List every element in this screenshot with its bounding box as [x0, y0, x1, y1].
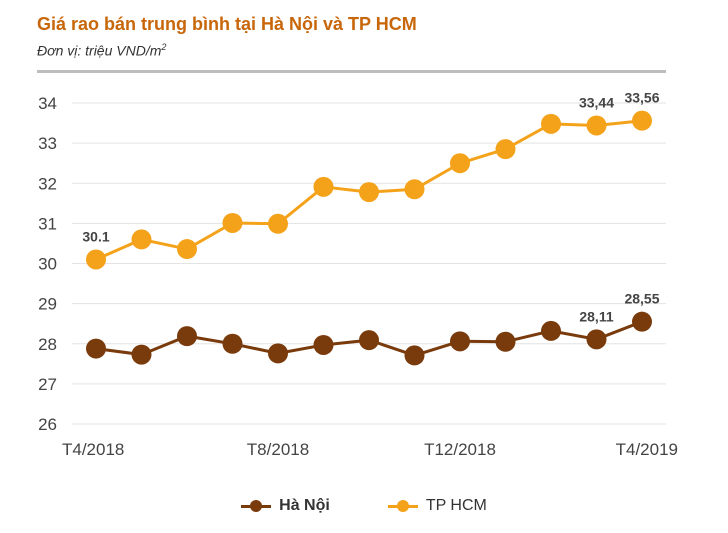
point-ha-noi-0 [86, 338, 106, 359]
y-tick-label-28: 28 [38, 335, 57, 354]
legend-swatch-tp-hcm [387, 499, 418, 513]
data-label-ha-noi-12: 28,55 [624, 291, 659, 307]
point-ha-noi-2 [177, 326, 197, 347]
point-ha-noi-8 [450, 331, 470, 352]
point-ha-noi-1 [131, 344, 152, 365]
point-tp-hcm-11 [586, 115, 607, 136]
point-ha-noi-9 [495, 331, 516, 352]
y-tick-label-32: 32 [38, 174, 57, 193]
legend-item-ha-noi: Hà Nội [241, 497, 330, 515]
point-tp-hcm-10 [541, 113, 561, 134]
point-ha-noi-6 [359, 330, 379, 351]
point-tp-hcm-0 [86, 249, 106, 270]
point-ha-noi-5 [313, 334, 334, 355]
point-tp-hcm-1 [131, 229, 152, 250]
chart-legend: Hà Nội TP HCM [0, 497, 728, 515]
point-ha-noi-12 [632, 311, 652, 332]
y-tick-label-27: 27 [38, 375, 57, 394]
point-tp-hcm-9 [495, 139, 516, 160]
x-tick-label-T8-2018: T8/2018 [247, 440, 309, 459]
point-tp-hcm-5 [313, 176, 334, 197]
point-tp-hcm-8 [450, 153, 470, 174]
y-tick-label-29: 29 [38, 295, 57, 314]
y-tick-label-30: 30 [38, 255, 57, 274]
point-tp-hcm-2 [177, 239, 197, 260]
point-tp-hcm-6 [359, 182, 379, 203]
data-label-tp-hcm-12: 33,56 [624, 90, 659, 106]
legend-label-tp-hcm: TP HCM [425, 497, 487, 514]
subtitle-text: Đơn vị: triệu VND/m [37, 42, 162, 59]
point-ha-noi-7 [404, 345, 425, 366]
legend-swatch-ha-noi [241, 499, 272, 513]
x-tick-label-T4-2018: T4/2018 [62, 440, 124, 459]
x-tick-label-T4-2019: T4/2019 [616, 440, 678, 459]
data-label-tp-hcm-11: 33,44 [579, 94, 614, 110]
subtitle-superscript: 2 [161, 42, 167, 52]
y-tick-label-31: 31 [38, 214, 57, 233]
data-label-tp-hcm-0: 30.1 [82, 228, 109, 244]
point-tp-hcm-7 [404, 179, 425, 200]
y-tick-label-34: 34 [38, 94, 57, 113]
x-tick-label-T12-2018: T12/2018 [424, 440, 496, 459]
point-tp-hcm-12 [632, 110, 652, 131]
point-ha-noi-3 [222, 333, 243, 354]
y-tick-label-26: 26 [38, 415, 57, 434]
y-tick-label-33: 33 [38, 134, 57, 153]
chart-title: Giá rao bán trung bình tại Hà Nội và TP … [37, 14, 417, 34]
point-ha-noi-10 [541, 320, 561, 341]
header-divider [37, 70, 666, 73]
point-ha-noi-11 [586, 329, 607, 350]
point-ha-noi-4 [268, 343, 288, 364]
data-label-ha-noi-11: 28,11 [579, 308, 613, 324]
chart-subtitle: Đơn vị: triệu VND/m2 [37, 42, 166, 59]
point-tp-hcm-3 [222, 212, 243, 233]
legend-label-ha-noi: Hà Nội [279, 497, 330, 514]
point-tp-hcm-4 [268, 213, 288, 234]
legend-item-tp-hcm: TP HCM [387, 497, 487, 515]
